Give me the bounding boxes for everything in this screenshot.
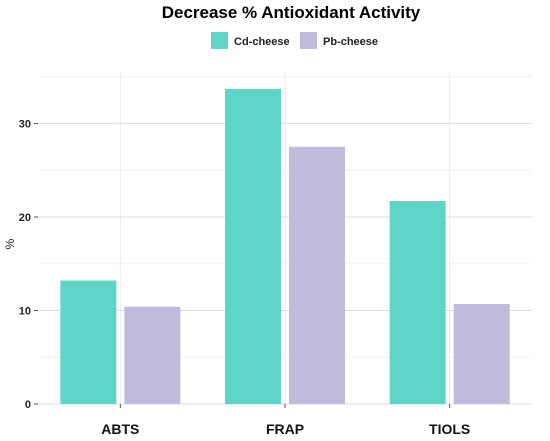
y-axis-label: % bbox=[3, 238, 17, 249]
y-tick-label: 20 bbox=[19, 212, 31, 224]
x-axis-ticks: ABTS FRAP TIOLS bbox=[101, 404, 470, 437]
legend-label-cd-cheese: Cd-cheese bbox=[234, 36, 290, 48]
y-axis-ticks: 0 10 20 30 bbox=[19, 118, 38, 411]
y-tick-label: 10 bbox=[19, 305, 31, 317]
x-tick-label-tiols: TIOLS bbox=[429, 421, 470, 437]
y-tick-label: 30 bbox=[19, 118, 31, 130]
bar-abts-pb-cheese bbox=[124, 306, 181, 404]
bars bbox=[60, 88, 510, 404]
bar-abts-cd-cheese bbox=[60, 280, 117, 404]
bar-frap-cd-cheese bbox=[225, 88, 281, 404]
y-tick-label: 0 bbox=[25, 399, 31, 411]
bar-tiols-cd-cheese bbox=[389, 201, 446, 404]
legend-swatch-cd-cheese bbox=[211, 32, 228, 49]
bar-frap-pb-cheese bbox=[289, 146, 345, 404]
bar-tiols-pb-cheese bbox=[453, 303, 510, 404]
legend: Cd-cheese Pb-cheese bbox=[211, 32, 378, 49]
legend-swatch-pb-cheese bbox=[300, 32, 317, 49]
chart-title: Decrease % Antioxidant Activity bbox=[162, 3, 421, 22]
x-tick-label-frap: FRAP bbox=[266, 421, 304, 437]
legend-label-pb-cheese: Pb-cheese bbox=[323, 36, 378, 48]
x-tick-label-abts: ABTS bbox=[101, 421, 139, 437]
